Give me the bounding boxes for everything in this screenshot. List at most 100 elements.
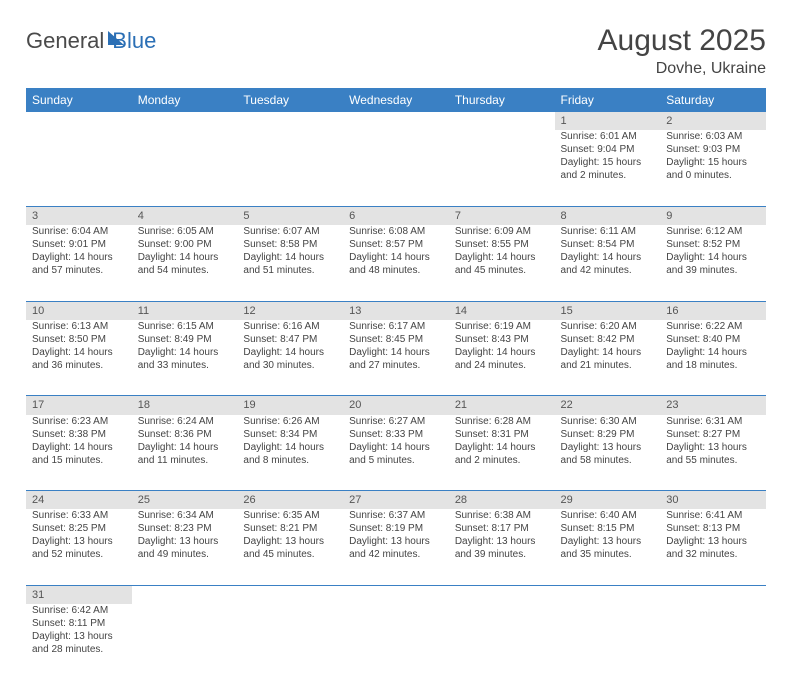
sunrise-text: Sunrise: 6:07 AM: [243, 225, 337, 238]
daylight-text: Daylight: 13 hours and 45 minutes.: [243, 535, 337, 561]
weekday-header-row: Sunday Monday Tuesday Wednesday Thursday…: [26, 88, 766, 112]
daylight-text: Daylight: 13 hours and 39 minutes.: [455, 535, 549, 561]
day-number: 10: [26, 301, 132, 320]
sunrise-text: Sunrise: 6:08 AM: [349, 225, 443, 238]
daylight-text: Daylight: 13 hours and 32 minutes.: [666, 535, 760, 561]
daylight-text: Daylight: 14 hours and 48 minutes.: [349, 251, 443, 277]
daylight-text: Daylight: 14 hours and 27 minutes.: [349, 346, 443, 372]
sunset-text: Sunset: 8:19 PM: [349, 522, 443, 535]
day-cell: [132, 130, 238, 206]
day-cell: Sunrise: 6:12 AMSunset: 8:52 PMDaylight:…: [660, 225, 766, 301]
sunrise-text: Sunrise: 6:13 AM: [32, 320, 126, 333]
day-cell: Sunrise: 6:33 AMSunset: 8:25 PMDaylight:…: [26, 509, 132, 585]
day-cell: [449, 604, 555, 680]
daylight-text: Daylight: 14 hours and 42 minutes.: [561, 251, 655, 277]
day-cell: Sunrise: 6:11 AMSunset: 8:54 PMDaylight:…: [555, 225, 661, 301]
day-cell: [26, 130, 132, 206]
daylight-text: Daylight: 15 hours and 2 minutes.: [561, 156, 655, 182]
day-number: 8: [555, 206, 661, 225]
day-cell: Sunrise: 6:04 AMSunset: 9:01 PMDaylight:…: [26, 225, 132, 301]
day-cell: Sunrise: 6:03 AMSunset: 9:03 PMDaylight:…: [660, 130, 766, 206]
daylight-text: Daylight: 14 hours and 15 minutes.: [32, 441, 126, 467]
sunrise-text: Sunrise: 6:09 AM: [455, 225, 549, 238]
header: General Blue August 2025 Dovhe, Ukraine: [26, 24, 766, 78]
day-number: [26, 112, 132, 130]
sunrise-text: Sunrise: 6:42 AM: [32, 604, 126, 617]
day-number: 13: [343, 301, 449, 320]
sunset-text: Sunset: 8:50 PM: [32, 333, 126, 346]
daylight-text: Daylight: 13 hours and 55 minutes.: [666, 441, 760, 467]
month-title: August 2025: [598, 24, 766, 58]
day-number: [449, 585, 555, 604]
sunset-text: Sunset: 8:55 PM: [455, 238, 549, 251]
day-number: 22: [555, 396, 661, 415]
daylight-text: Daylight: 14 hours and 51 minutes.: [243, 251, 337, 277]
sunrise-text: Sunrise: 6:23 AM: [32, 415, 126, 428]
daylight-text: Daylight: 15 hours and 0 minutes.: [666, 156, 760, 182]
day-cell: Sunrise: 6:07 AMSunset: 8:58 PMDaylight:…: [237, 225, 343, 301]
day-number: [237, 112, 343, 130]
day-cell: Sunrise: 6:16 AMSunset: 8:47 PMDaylight:…: [237, 320, 343, 396]
sunset-text: Sunset: 8:58 PM: [243, 238, 337, 251]
sunrise-text: Sunrise: 6:03 AM: [666, 130, 760, 143]
day-cell: Sunrise: 6:31 AMSunset: 8:27 PMDaylight:…: [660, 415, 766, 491]
weekday-header: Wednesday: [343, 88, 449, 112]
daylight-text: Daylight: 14 hours and 2 minutes.: [455, 441, 549, 467]
day-number: 12: [237, 301, 343, 320]
daylight-text: Daylight: 14 hours and 54 minutes.: [138, 251, 232, 277]
calendar-table: Sunday Monday Tuesday Wednesday Thursday…: [26, 88, 766, 680]
sunrise-text: Sunrise: 6:34 AM: [138, 509, 232, 522]
sunrise-text: Sunrise: 6:22 AM: [666, 320, 760, 333]
day-number: 26: [237, 491, 343, 510]
day-number: 20: [343, 396, 449, 415]
weekday-header: Saturday: [660, 88, 766, 112]
brand-part1: General: [26, 28, 104, 54]
daylight-text: Daylight: 14 hours and 11 minutes.: [138, 441, 232, 467]
day-number: [343, 112, 449, 130]
day-number: 5: [237, 206, 343, 225]
week-row: Sunrise: 6:33 AMSunset: 8:25 PMDaylight:…: [26, 509, 766, 585]
day-number: 21: [449, 396, 555, 415]
sunset-text: Sunset: 9:01 PM: [32, 238, 126, 251]
sunset-text: Sunset: 8:25 PM: [32, 522, 126, 535]
sunset-text: Sunset: 9:03 PM: [666, 143, 760, 156]
sunset-text: Sunset: 8:57 PM: [349, 238, 443, 251]
week-row: Sunrise: 6:13 AMSunset: 8:50 PM Daylight:…: [26, 320, 766, 396]
brand-part2: Blue: [112, 28, 156, 54]
day-number: 16: [660, 301, 766, 320]
daynum-row: 17181920212223: [26, 396, 766, 415]
sunset-text: Sunset: 8:33 PM: [349, 428, 443, 441]
day-number: 2: [660, 112, 766, 130]
daynum-row: 3456789: [26, 206, 766, 225]
sunrise-text: Sunrise: 6:17 AM: [349, 320, 443, 333]
sunrise-text: Sunrise: 6:15 AM: [138, 320, 232, 333]
sunset-text: Sunset: 8:47 PM: [243, 333, 337, 346]
day-cell: Sunrise: 6:28 AMSunset: 8:31 PMDaylight:…: [449, 415, 555, 491]
day-number: [237, 585, 343, 604]
sunrise-text: Sunrise: 6:20 AM: [561, 320, 655, 333]
sunrise-text: Sunrise: 6:30 AM: [561, 415, 655, 428]
daylight-text: Daylight: 14 hours and 21 minutes.: [561, 346, 655, 372]
sunset-text: Sunset: 8:21 PM: [243, 522, 337, 535]
day-cell: Sunrise: 6:23 AMSunset: 8:38 PMDaylight:…: [26, 415, 132, 491]
day-cell: Sunrise: 6:22 AMSunset: 8:40 PMDaylight:…: [660, 320, 766, 396]
sunset-text: Sunset: 8:38 PM: [32, 428, 126, 441]
day-cell: [132, 604, 238, 680]
sunrise-text: Sunrise: 6:40 AM: [561, 509, 655, 522]
daylight-text: Daylight: 14 hours and 5 minutes.: [349, 441, 443, 467]
day-cell: [237, 604, 343, 680]
daylight-text: Daylight: 14 hours and 39 minutes.: [666, 251, 760, 277]
sunrise-text: Sunrise: 6:41 AM: [666, 509, 760, 522]
day-cell: Sunrise: 6:37 AMSunset: 8:19 PMDaylight:…: [343, 509, 449, 585]
daylight-text: Daylight: 13 hours and 28 minutes.: [32, 630, 126, 656]
day-number: 23: [660, 396, 766, 415]
day-number: 29: [555, 491, 661, 510]
weekday-header: Thursday: [449, 88, 555, 112]
day-number: 4: [132, 206, 238, 225]
day-number: [449, 112, 555, 130]
day-number: 27: [343, 491, 449, 510]
sunrise-text: Sunrise: 6:26 AM: [243, 415, 337, 428]
day-number: 24: [26, 491, 132, 510]
sunrise-text: Sunrise: 6:19 AM: [455, 320, 549, 333]
day-cell: Sunrise: 6:34 AMSunset: 8:23 PMDaylight:…: [132, 509, 238, 585]
